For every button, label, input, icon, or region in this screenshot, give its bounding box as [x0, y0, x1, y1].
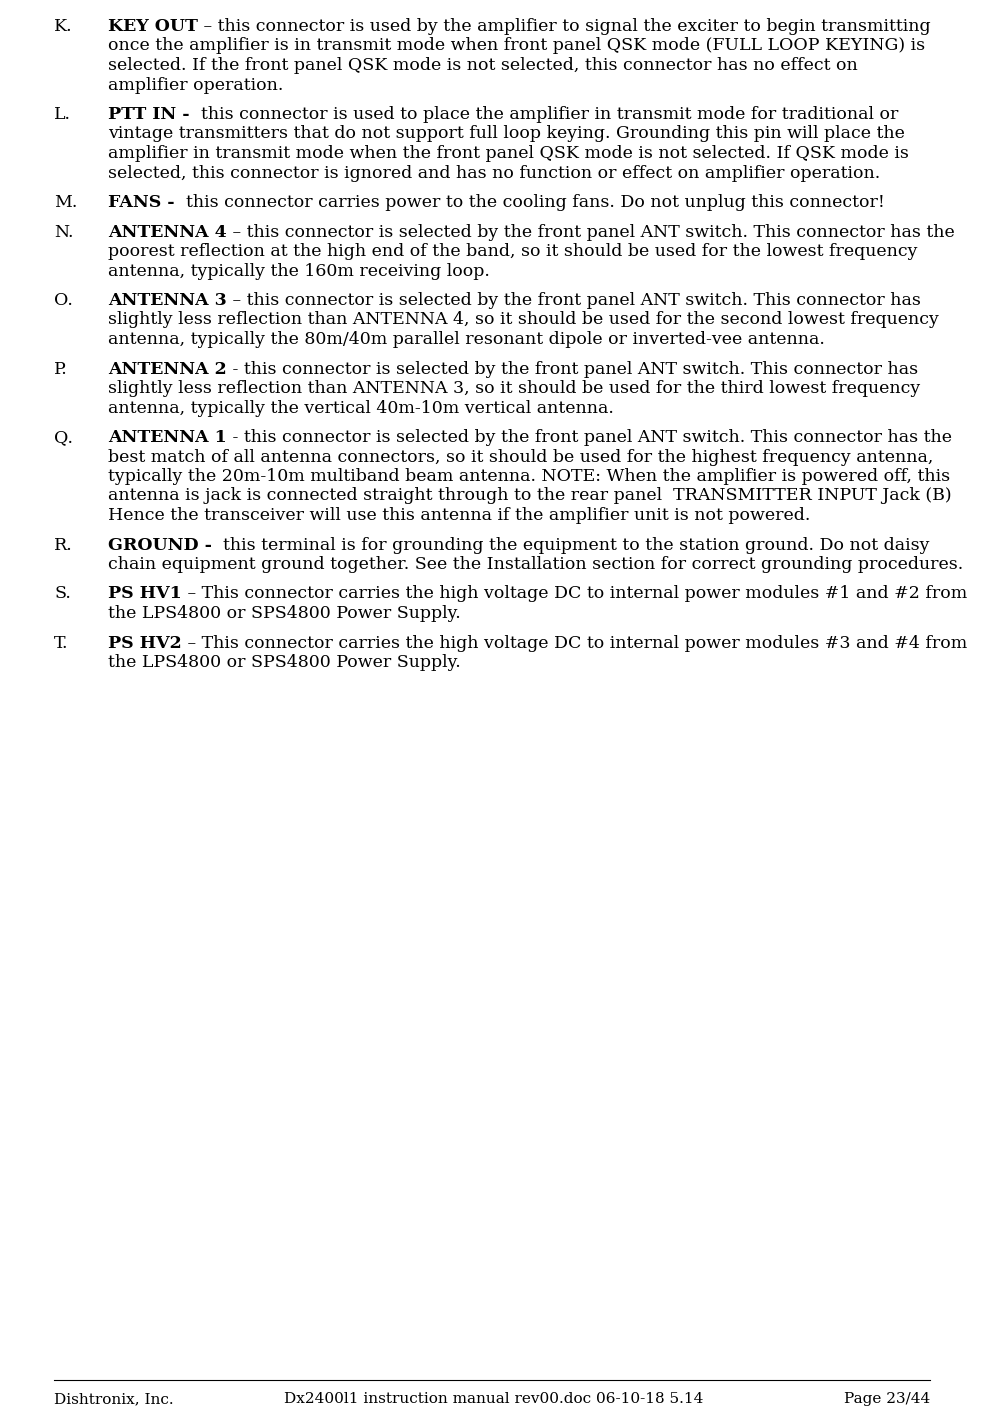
Text: antenna, typically the 160m receiving loop.: antenna, typically the 160m receiving lo…	[107, 262, 489, 279]
Text: S.: S.	[54, 586, 71, 603]
Text: GROUND -: GROUND -	[107, 536, 212, 553]
Text: the LPS4800 or SPS4800 Power Supply.: the LPS4800 or SPS4800 Power Supply.	[107, 605, 460, 622]
Text: poorest reflection at the high end of the band, so it should be used for the low: poorest reflection at the high end of th…	[107, 242, 917, 260]
Text: once the amplifier is in transmit mode when front panel QSK mode (FULL LOOP KEYI: once the amplifier is in transmit mode w…	[107, 37, 924, 54]
Text: amplifier in transmit mode when the front panel QSK mode is not selected. If QSK: amplifier in transmit mode when the fron…	[107, 145, 908, 163]
Text: selected, this connector is ignored and has no function or effect on amplifier o: selected, this connector is ignored and …	[107, 164, 880, 181]
Text: best match of all antenna connectors, so it should be used for the highest frequ: best match of all antenna connectors, so…	[107, 449, 933, 465]
Text: - this connector is selected by the front panel ANT switch. This connector has: - this connector is selected by the fron…	[227, 361, 917, 378]
Text: - this connector is selected by the front panel ANT switch. This connector has t: - this connector is selected by the fron…	[227, 429, 951, 446]
Text: N.: N.	[54, 224, 73, 241]
Text: this connector carries power to the cooling fans. Do not unplug this connector!: this connector carries power to the cool…	[175, 194, 883, 211]
Text: T.: T.	[54, 635, 68, 652]
Text: this terminal is for grounding the equipment to the station ground. Do not daisy: this terminal is for grounding the equip…	[212, 536, 929, 553]
Text: Dishtronix, Inc.: Dishtronix, Inc.	[54, 1392, 174, 1406]
Text: – this connector is selected by the front panel ANT switch. This connector has t: – this connector is selected by the fron…	[227, 224, 953, 241]
Text: ANTENNA 4: ANTENNA 4	[107, 224, 227, 241]
Text: KEY OUT: KEY OUT	[107, 19, 197, 36]
Text: – this connector is used by the amplifier to signal the exciter to begin transmi: – this connector is used by the amplifie…	[197, 19, 930, 36]
Text: the LPS4800 or SPS4800 Power Supply.: the LPS4800 or SPS4800 Power Supply.	[107, 655, 460, 672]
Text: ANTENNA 3: ANTENNA 3	[107, 292, 227, 309]
Text: slightly less reflection than ANTENNA 3, so it should be used for the third lowe: slightly less reflection than ANTENNA 3,…	[107, 379, 919, 396]
Text: antenna is jack is connected straight through to the rear panel  TRANSMITTER INP: antenna is jack is connected straight th…	[107, 488, 951, 505]
Text: slightly less reflection than ANTENNA 4, so it should be used for the second low: slightly less reflection than ANTENNA 4,…	[107, 311, 938, 328]
Text: O.: O.	[54, 292, 73, 309]
Text: FANS -: FANS -	[107, 194, 175, 211]
Text: chain equipment ground together. See the Installation section for correct ground: chain equipment ground together. See the…	[107, 556, 962, 573]
Text: M.: M.	[54, 194, 77, 211]
Text: typically the 20m-10m multiband beam antenna. NOTE: When the amplifier is powere: typically the 20m-10m multiband beam ant…	[107, 468, 950, 485]
Text: Hence the transceiver will use this antenna if the amplifier unit is not powered: Hence the transceiver will use this ante…	[107, 508, 810, 523]
Text: ANTENNA 2: ANTENNA 2	[107, 361, 227, 378]
Text: amplifier operation.: amplifier operation.	[107, 77, 283, 94]
Text: K.: K.	[54, 19, 73, 36]
Text: P.: P.	[54, 361, 68, 378]
Text: PTT IN -: PTT IN -	[107, 106, 189, 123]
Text: vintage transmitters that do not support full loop keying. Grounding this pin wi: vintage transmitters that do not support…	[107, 125, 904, 143]
Text: ANTENNA 1: ANTENNA 1	[107, 429, 227, 446]
Text: antenna, typically the vertical 40m-10m vertical antenna.: antenna, typically the vertical 40m-10m …	[107, 399, 613, 416]
Text: Q.: Q.	[54, 429, 73, 446]
Text: PS HV2: PS HV2	[107, 635, 181, 652]
Text: L.: L.	[54, 106, 71, 123]
Text: selected. If the front panel QSK mode is not selected, this connector has no eff: selected. If the front panel QSK mode is…	[107, 57, 857, 74]
Text: antenna, typically the 80m/40m parallel resonant dipole or inverted-vee antenna.: antenna, typically the 80m/40m parallel …	[107, 331, 824, 348]
Text: – this connector is selected by the front panel ANT switch. This connector has: – this connector is selected by the fron…	[227, 292, 920, 309]
Text: – This connector carries the high voltage DC to internal power modules #1 and #2: – This connector carries the high voltag…	[181, 586, 966, 603]
Text: – This connector carries the high voltage DC to internal power modules #3 and #4: – This connector carries the high voltag…	[181, 635, 966, 652]
Text: Dx2400l1 instruction manual rev00.doc 06-10-18 5.14: Dx2400l1 instruction manual rev00.doc 06…	[284, 1392, 702, 1406]
Text: PS HV1: PS HV1	[107, 586, 181, 603]
Text: this connector is used to place the amplifier in transmit mode for traditional o: this connector is used to place the ampl…	[189, 106, 897, 123]
Text: R.: R.	[54, 536, 73, 553]
Text: Page 23/44: Page 23/44	[843, 1392, 929, 1406]
